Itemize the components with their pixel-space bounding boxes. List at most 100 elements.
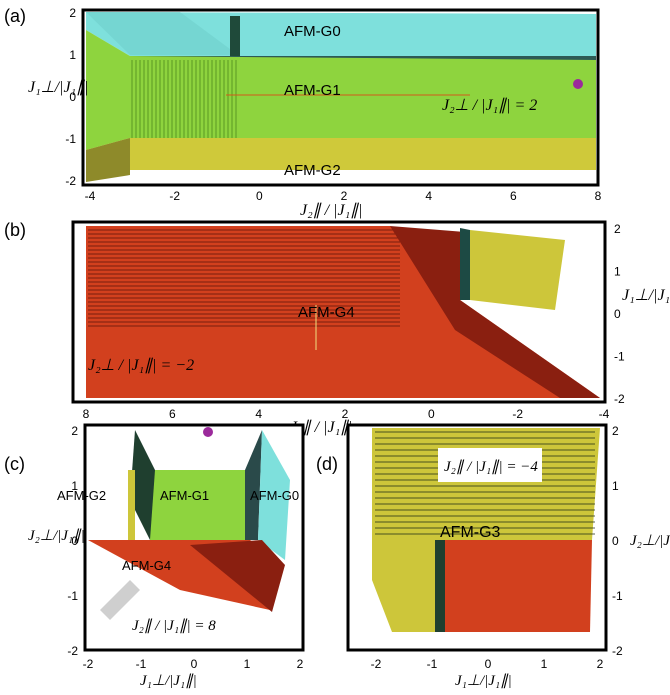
x-tick-label: 0: [428, 407, 435, 421]
param-label-a: J₂⊥ / |J₁∥| = 2: [442, 97, 537, 114]
param-label-b: J₂⊥ / |J₁∥| = −2: [88, 357, 194, 374]
x-tick-label: 6: [169, 407, 176, 421]
panel-c-y-label: J₂⊥/|J₁∥|: [28, 528, 85, 544]
panel-d-x-label: J₁⊥/|J₁∥|: [455, 673, 512, 689]
region-afm-g4-c-dark: [190, 540, 285, 612]
param-box-d: [438, 448, 542, 482]
region-afm-g0-c: [258, 430, 290, 560]
y-tick-label: 2: [69, 6, 76, 20]
param-label-d: J₂∥ / |J₁∥| = −4: [444, 459, 538, 475]
panel-d-letter: (d): [316, 454, 338, 474]
y-tick-label: -1: [612, 589, 623, 603]
g4-stripes: [88, 229, 400, 327]
panel-b-x-ticks: 8 6 4 2 0 -2 -4: [83, 407, 610, 421]
x-tick-label: 2: [341, 189, 348, 203]
panel-d-x-ticks: -2 -1 0 1 2: [371, 657, 604, 671]
panel-b-letter: (b): [4, 220, 26, 240]
region-afm-g2: [86, 138, 596, 180]
panel-a: (a) AFM-G0 AFM-G1 AFM-G2 J₂⊥ / |J₁∥| = 2…: [4, 6, 602, 219]
y-tick-label: 2: [612, 424, 619, 438]
panel-c-letter: (c): [4, 454, 25, 474]
x-tick-label: -2: [169, 189, 180, 203]
y-tick-label: 1: [69, 48, 76, 62]
region-afm-g1: [86, 30, 596, 150]
y-tick-label: 2: [71, 424, 78, 438]
x-tick-label: -4: [85, 189, 96, 203]
x-tick-label: -2: [83, 657, 94, 671]
label-afm-g2-a: AFM-G2: [284, 162, 341, 179]
x-tick-label: 2: [597, 657, 604, 671]
region-afm-g2-shade: [86, 138, 130, 182]
x-tick-label: 8: [83, 407, 90, 421]
x-tick-label: 8: [595, 189, 602, 203]
x-tick-label: 0: [191, 657, 198, 671]
panel-b-y-label: J₁⊥/|J₁∥|: [622, 287, 670, 304]
x-tick-label: -1: [136, 657, 147, 671]
region-afm-g2-c: [128, 470, 135, 540]
panel-b: (b) AFM-G4 J₂⊥ / |J₁∥| = −2 2 1 0 -1 -2 8 6 4 2…: [4, 220, 670, 436]
panel-c-y-ticks: 2 1 0 -1 -2: [67, 424, 78, 658]
y-tick-label: 2: [614, 222, 621, 236]
y-tick-label: 1: [614, 265, 621, 279]
label-afm-g0-c: AFM-G0: [250, 488, 299, 503]
label-afm-g0-a: AFM-G0: [284, 23, 341, 40]
panel-b-x-label: J₂∥ / |J₁∥|: [290, 419, 353, 436]
x-tick-label: 1: [541, 657, 548, 671]
y-tick-label: -2: [612, 644, 623, 658]
panel-a-x-label: J₂∥ / |J₁∥|: [300, 202, 363, 219]
x-tick-label: 0: [256, 189, 263, 203]
region-afm-g1-c: [150, 470, 245, 540]
x-tick-label: -2: [512, 407, 523, 421]
label-afm-g3-d: AFM-G3: [440, 524, 501, 541]
param-label-c: J₂∥ / |J₁∥| = 8: [132, 618, 216, 634]
region-afm-g2-b: [470, 230, 565, 310]
marker-dot-c: [203, 427, 213, 437]
x-tick-label: 2: [297, 657, 304, 671]
panel-a-y-ticks: 2 1 0 -1 -2: [65, 6, 76, 188]
panel-c-x-label: J₁⊥/|J₁∥|: [140, 673, 197, 689]
region-afm-g4: [86, 226, 600, 398]
label-afm-g4-c: AFM-G4: [122, 558, 171, 573]
x-tick-label: -2: [371, 657, 382, 671]
panel-d-y-label: J₂⊥/|J₁∥|: [630, 533, 670, 549]
region-afm-g3: [440, 540, 592, 632]
x-tick-label: 4: [255, 407, 262, 421]
x-tick-label: 4: [425, 189, 432, 203]
panel-d-y-ticks: 2 1 0 -1 -2: [612, 424, 623, 658]
x-tick-label: -1: [427, 657, 438, 671]
y-tick-label: 1: [71, 479, 78, 493]
y-tick-label: -2: [65, 174, 76, 188]
panel-c: (c) AFM-G2 AFM-G1 AFM-G0 AFM-G4 J₂∥ / |J…: [4, 423, 305, 689]
y-tick-label: -1: [65, 132, 76, 146]
x-tick-label: -4: [599, 407, 610, 421]
wall-left-c: [130, 430, 155, 540]
x-tick-label: 0: [485, 657, 492, 671]
y-tick-label: -1: [67, 589, 78, 603]
y-tick-label: 0: [612, 534, 619, 548]
boundary-strip-b: [460, 228, 470, 300]
label-afm-g2-c: AFM-G2: [57, 488, 106, 503]
label-afm-g4-b: AFM-G4: [298, 304, 355, 321]
y-tick-label: 0: [69, 90, 76, 104]
region-afm-g2-d: [372, 428, 600, 632]
x-tick-label: 1: [244, 657, 251, 671]
region-afm-g0-shade: [86, 12, 238, 55]
region-afm-g4-slope: [390, 226, 600, 398]
panel-c-x-ticks: -2 -1 0 1 2: [83, 657, 304, 671]
panel-a-letter: (a): [4, 6, 26, 26]
y-tick-label: 1: [612, 479, 619, 493]
panel-a-y-label: J₁⊥/|J₁∥|: [28, 79, 89, 96]
y-tick-label: 0: [71, 534, 78, 548]
panel-d: (d) J₂∥ / |J₁∥| = −4 AFM-G3 2 1 0 -1 -2 -2 -1…: [316, 423, 670, 689]
label-afm-g1-a: AFM-G1: [284, 82, 341, 99]
boundary-strip-d: [435, 540, 445, 632]
panel-b-y-ticks: 2 1 0 -1 -2: [614, 222, 625, 406]
g1-stripes: [131, 60, 237, 138]
y-tick-label: -1: [614, 350, 625, 364]
wall-right-c: [245, 430, 262, 540]
y-tick-label: -2: [67, 644, 78, 658]
y-tick-label: -2: [614, 392, 625, 406]
region-gray-c: [100, 580, 140, 620]
